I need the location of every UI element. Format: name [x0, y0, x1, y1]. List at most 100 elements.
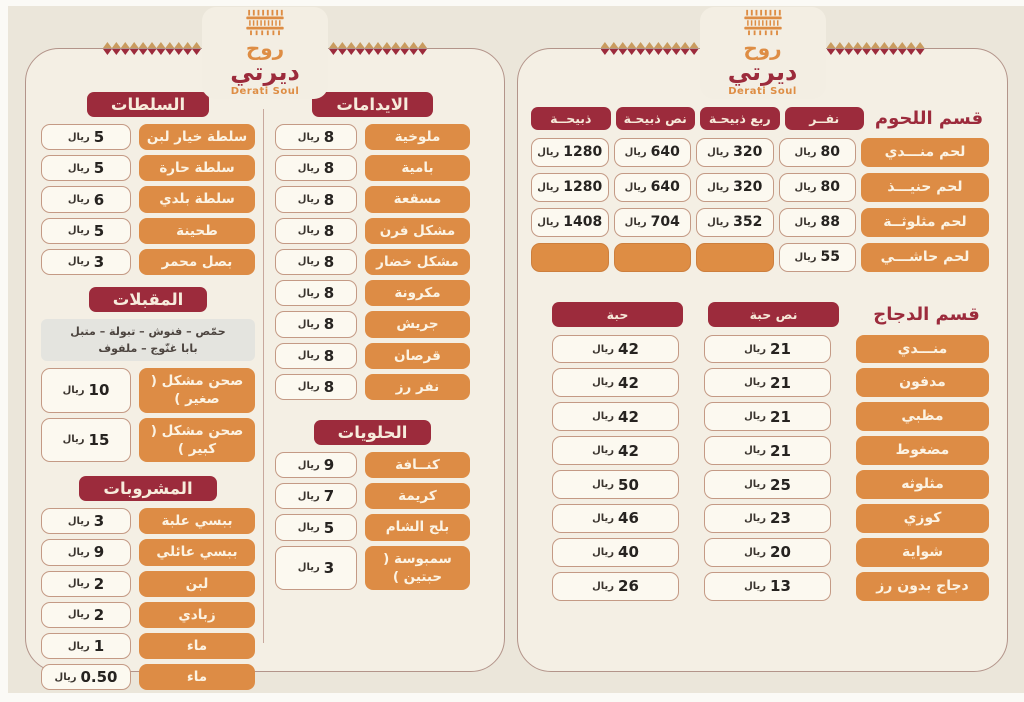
price-whole: 42 ريال — [552, 334, 679, 364]
price-value: 2 — [93, 574, 105, 593]
sawtooth-down-ornament — [600, 49, 699, 55]
currency-label: ريال — [297, 131, 320, 143]
currency-label: ريال — [744, 343, 767, 355]
appetizers-description-line2: بابا غنّوج – ملفوف — [98, 342, 198, 356]
price-value: 8 — [323, 284, 335, 303]
price-value: 9 — [323, 456, 335, 475]
chicken-row: مضغوط 21 ريال 42 ريال — [531, 436, 989, 466]
currency-label: ريال — [297, 287, 320, 299]
price-value: 1280 — [563, 179, 603, 196]
price-whole: 42 ريال — [552, 402, 679, 432]
item-price: 2 ريال — [41, 570, 131, 597]
item-name: لحم حاشـــي — [861, 242, 989, 272]
chicken-col-header-half: نص حبة — [708, 301, 839, 327]
currency-label: ريال — [537, 181, 560, 193]
currency-label: ريال — [624, 216, 647, 228]
price-single: 88 ريال — [778, 207, 856, 237]
chicken-col-header-whole: حبة — [552, 301, 683, 327]
section-header-drinks: المشروبات — [79, 476, 217, 502]
meat-col-header-whole: ذبيحــة — [531, 107, 611, 130]
price-value: 5 — [93, 159, 105, 178]
menu-item-row: مسقعة 8 ريال — [275, 186, 470, 213]
menu-item-row: ماء 0.50 ريال — [41, 664, 255, 691]
item-name: صحن مشكل ( كبير ) — [139, 417, 255, 463]
menu-item-row: ماء 1 ريال — [41, 632, 255, 660]
appetizers-description: حمّص – فنوش – تبولة – متبل بابا غنّوج – … — [41, 319, 255, 362]
meat-row: لحم منـــدي 80 ريال 320 ريال 640 ريال — [531, 138, 989, 167]
section-header-appetizers: المقبلات — [88, 287, 208, 313]
section-desserts: الحلويات كنــافة 9 ريال — [275, 419, 470, 591]
item-price: 2 ريال — [41, 601, 131, 628]
price-value: 1 — [93, 637, 105, 656]
item-name: بلح الشام — [364, 514, 470, 541]
item-name: ماء — [139, 664, 255, 691]
price-half: 13 ريال — [704, 571, 831, 601]
currency-label: ريال — [624, 181, 647, 193]
currency-label: ريال — [592, 377, 615, 389]
menu-item-row: سمبوسة ( حبتين ) 3 ريال — [275, 545, 470, 591]
currency-label: ريال — [297, 490, 320, 502]
currency-label: ريال — [744, 580, 767, 592]
currency-label: ريال — [794, 216, 817, 228]
price-whole: 40 ريال — [552, 537, 679, 567]
meat-col-header-half: نص ذبيحـة — [615, 107, 695, 130]
menu-item-row: ببسي علبة 3 ريال — [41, 508, 255, 535]
appetizers-description-line1: حمّص – فنوش – تبولة – متبل — [70, 325, 226, 339]
price-value: 3 — [93, 512, 105, 531]
price-value: 704 — [650, 214, 680, 231]
item-name: جريش — [364, 311, 470, 338]
currency-label: ريال — [744, 479, 767, 491]
price-value: 42 — [618, 407, 639, 426]
chicken-row: مدفون 21 ريال 42 ريال — [531, 368, 989, 398]
currency-label: ريال — [707, 146, 730, 158]
price-single: 80 ريال — [778, 138, 856, 167]
price-whole: 42 ريال — [552, 368, 679, 398]
currency-label: ريال — [592, 479, 615, 491]
brand-logo: روح ديرتي Derati Soul — [202, 7, 328, 99]
currency-label: ريال — [67, 609, 90, 621]
menu-item-row: سلطة خيار لبن 5 ريال — [41, 124, 255, 151]
item-name: بصل محمر — [139, 248, 255, 276]
section-chicken: قسم الدجاج نص حبة حبة منـــدي 21 ريال 42 — [518, 301, 1007, 601]
menu-item-row: بامية 8 ريال — [275, 155, 470, 182]
column-stews-desserts: الايدامات ملوخية 8 ريال — [275, 92, 470, 702]
price-value: 2 — [93, 605, 105, 624]
item-price: 5 ريال — [41, 124, 131, 151]
price-value: 21 — [770, 407, 791, 426]
menu-item-row: زبادي 2 ريال — [41, 601, 255, 628]
currency-label: ريال — [67, 194, 90, 206]
menu-item-row: جريش 8 ريال — [275, 311, 470, 338]
item-price: 3 ريال — [41, 508, 131, 535]
item-price: 5 ريال — [41, 155, 131, 182]
item-price: 8 ريال — [275, 186, 357, 213]
item-price: 15 ريال — [41, 417, 131, 463]
menu-item-row: لبن 2 ريال — [41, 570, 255, 597]
sadu-loom-icon — [743, 9, 782, 36]
price-half: 640 ريال — [613, 172, 691, 202]
menu-item-row: بلح الشام 5 ريال — [275, 514, 470, 541]
currency-label: ريال — [62, 384, 85, 396]
section-header-stews: الايدامات — [312, 92, 433, 117]
price-whole: 1408 ريال — [531, 207, 609, 237]
price-value: 25 — [770, 475, 791, 494]
item-name: بامية — [364, 155, 470, 182]
brand-logo: روح ديرتي Derati Soul — [699, 7, 826, 99]
price-whole: 46 ريال — [552, 504, 679, 533]
price-value: 42 — [618, 441, 639, 460]
item-price: 8 ريال — [275, 373, 357, 400]
price-whole: 42 ريال — [552, 436, 679, 466]
item-name: ماء — [139, 632, 255, 660]
price-value: 3 — [323, 558, 335, 577]
currency-label: ريال — [707, 216, 730, 228]
item-price: 5 ريال — [275, 514, 357, 541]
item-name: مثلوثه — [856, 470, 989, 500]
menu-item-row: مشكل خضار 8 ريال — [275, 248, 470, 276]
item-price: 8 ريال — [275, 155, 357, 182]
price-value: 46 — [618, 509, 639, 528]
chicken-row: دجاج بدون رز 13 ريال 26 ريال — [531, 571, 989, 601]
sawtooth-up-ornament — [329, 42, 427, 48]
currency-label: ريال — [67, 162, 90, 174]
triangle-ornament — [103, 42, 201, 55]
price-value: 50 — [618, 475, 639, 494]
price-value: 1280 — [563, 144, 603, 161]
